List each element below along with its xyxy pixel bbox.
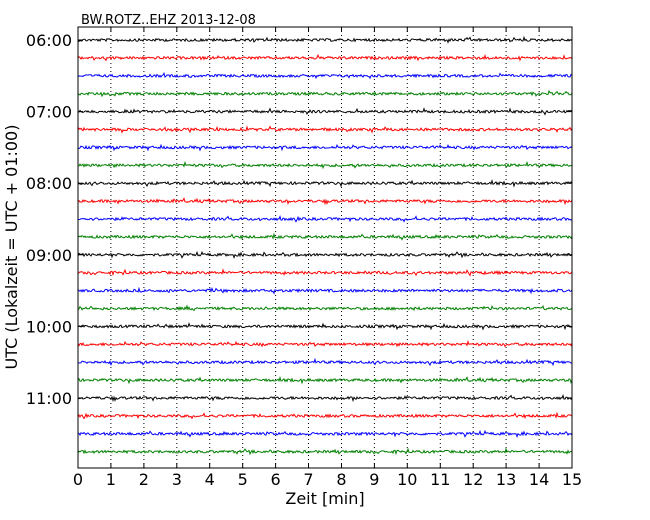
seismic-trace — [77, 197, 573, 206]
y-tick-label: 07:00 — [26, 103, 72, 122]
seismic-trace — [77, 143, 573, 152]
seismic-trace — [77, 250, 573, 259]
x-tick-label: 4 — [205, 470, 215, 489]
seismic-trace — [77, 268, 573, 277]
y-tick-label: 08:00 — [26, 174, 72, 193]
x-tick-label: 7 — [303, 470, 313, 489]
seismic-trace — [77, 375, 573, 385]
y-tick-label: 09:00 — [26, 246, 72, 265]
seismic-trace — [77, 394, 573, 403]
seismic-trace — [77, 72, 573, 80]
y-tick-label: 10:00 — [26, 317, 72, 336]
seismic-trace — [77, 339, 573, 348]
seismic-trace — [77, 160, 573, 170]
seismic-trace — [77, 107, 573, 116]
x-tick-label: 2 — [139, 470, 149, 489]
seismic-trace — [77, 411, 573, 420]
seismic-trace — [77, 89, 573, 98]
seismic-trace — [77, 429, 573, 438]
x-tick-label: 3 — [172, 470, 182, 489]
y-tick-labels: 06:00 07:00 08:00 09:00 10:00 11:00 — [26, 31, 72, 408]
x-tick-label: 9 — [369, 470, 379, 489]
x-tick-label: 12 — [463, 470, 483, 489]
x-tick-label: 0 — [73, 470, 83, 489]
x-tick-label: 8 — [336, 470, 346, 489]
x-tick-label: 10 — [397, 470, 417, 489]
seismic-trace — [77, 357, 573, 367]
seismic-trace — [77, 215, 573, 223]
chart-title: BW.ROTZ..EHZ 2013-12-08 — [81, 13, 256, 28]
seismic-trace — [77, 304, 573, 312]
seismic-trace — [77, 53, 573, 62]
seismic-trace — [77, 178, 573, 188]
seismic-traces — [77, 35, 573, 456]
y-axis-label: UTC (Lokalzeit = UTC + 01:00) — [2, 125, 21, 370]
seismic-trace — [77, 125, 573, 134]
y-tick-label: 11:00 — [26, 389, 72, 408]
plot-frame — [77, 26, 573, 469]
x-tick-label: 6 — [271, 470, 281, 489]
x-tick-label: 13 — [496, 470, 516, 489]
grid-lines — [110, 27, 540, 468]
x-tick-label: 5 — [238, 470, 248, 489]
seismic-trace — [77, 447, 573, 456]
x-tick-labels: 0 1 2 3 4 5 6 7 8 9 10 11 12 13 14 15 — [73, 470, 582, 489]
seismic-trace — [77, 35, 573, 44]
seismic-trace — [77, 232, 573, 241]
axis-ticks — [77, 27, 573, 468]
seismic-trace — [77, 322, 573, 331]
x-tick-label: 1 — [106, 470, 116, 489]
y-tick-label: 06:00 — [26, 31, 72, 50]
x-tick-label: 15 — [562, 470, 582, 489]
x-tick-label: 14 — [529, 470, 549, 489]
x-tick-label: 11 — [430, 470, 450, 489]
x-axis-label: Zeit [min] — [285, 489, 364, 508]
seismic-trace — [77, 286, 573, 295]
